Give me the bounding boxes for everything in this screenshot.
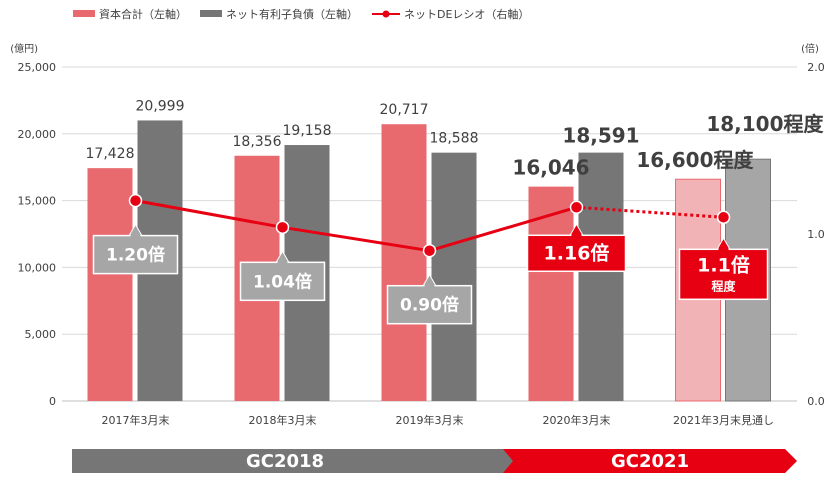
ratio-callout-sublabel: 程度 [711,278,736,293]
left-tick-label: 10,000 [18,261,57,274]
debt-bar [431,152,477,401]
phase-bar: GC2018 GC2021 [72,449,797,473]
category-label: 2017年3月末 [102,413,170,427]
left-tick-label: 0 [49,395,56,408]
phase-gc2018-bar [72,449,515,473]
callout-box [386,284,473,325]
left-tick-label: 20,000 [18,128,57,141]
legend: 資本合計（左軸） ネット有利子負債（左軸） ネットDEレシオ（右軸） [73,7,529,21]
ratio-point [128,193,143,208]
debt-data-label: 18,588 [430,131,479,147]
ratio-line-segment [282,225,430,253]
ratio-point [422,243,437,258]
equity-bar [87,168,133,401]
category-label: 2019年3月末 [396,413,464,427]
legend-marker-2 [382,10,390,18]
legend-swatch-1 [200,10,222,17]
callout-box [239,261,326,302]
phase-gc2018-label: GC2018 [246,451,324,472]
legend-swatch-0 [73,10,95,17]
right-axis-ticks: 0.0 1.0 2.0 [807,61,825,408]
ratio-line-segment [576,205,724,219]
right-tick-label: 1.0 [807,228,825,241]
debt-bar [578,152,624,401]
ratio-line-segment [135,199,283,229]
callout-box [526,234,627,273]
ratio-callout-label: 0.90倍 [400,295,459,316]
callout-box [678,248,769,301]
equity-data-label: 17,428 [86,146,135,162]
category-label: 2021年3月末見通し [673,413,774,427]
ratio-point [716,210,731,225]
ratio-callout-label: 1.1倍 [697,253,750,276]
callout-box [92,234,179,275]
ratio-line [128,193,731,258]
callout-pointer-fill [129,226,142,238]
ratio-callout-label: 1.20倍 [106,245,165,266]
right-tick-label: 0.0 [807,395,825,408]
ratio-line-segment [429,205,577,253]
callout-pointer-fill [570,226,583,238]
ratio-point [569,200,584,215]
equity-data-label: 18,356 [233,134,282,150]
phase-gc2021-label: GC2021 [611,451,689,472]
left-tick-label: 15,000 [18,195,57,208]
equity-bar [528,186,574,401]
left-axis-unit: (億円) [10,42,38,55]
equity-bar [381,124,427,401]
phase-gc2021-bar [503,449,797,473]
legend-label-1: ネット有利子負債（左軸） [226,7,358,21]
callout-pointer-fill [423,276,436,288]
ratio-point [275,220,290,235]
debt-data-label: 20,999 [136,98,185,114]
equity-data-label: 16,600程度 [636,148,754,172]
ratio-callout-label: 1.04倍 [253,271,312,292]
right-tick-label: 2.0 [807,61,825,74]
legend-label-0: 資本合計（左軸） [99,7,187,21]
gridlines [62,66,797,402]
debt-data-label: 18,591 [562,124,639,148]
equity-data-label: 16,046 [512,156,589,180]
left-tick-label: 5,000 [25,328,57,341]
category-label: 2018年3月末 [249,413,317,427]
debt-data-label: 19,158 [283,123,332,139]
right-axis-unit: (倍) [801,42,819,55]
left-tick-label: 25,000 [18,61,57,74]
callout-pointer-fill [276,253,289,265]
category-axis-labels: 2017年3月末 2018年3月末 2019年3月末 2020年3月末 2021年3月末… [102,413,775,427]
ratio-callout-label: 1.16倍 [544,241,610,264]
callout-pointer-fill [717,240,730,252]
equity-data-label: 20,717 [380,102,429,118]
category-label: 2020年3月末 [543,413,611,427]
left-axis-ticks: 0 5,000 10,000 15,000 20,000 25,000 [18,61,57,408]
legend-label-2: ネットDEレシオ（右軸） [404,7,529,21]
debt-data-label: 18,100程度 [706,112,824,136]
